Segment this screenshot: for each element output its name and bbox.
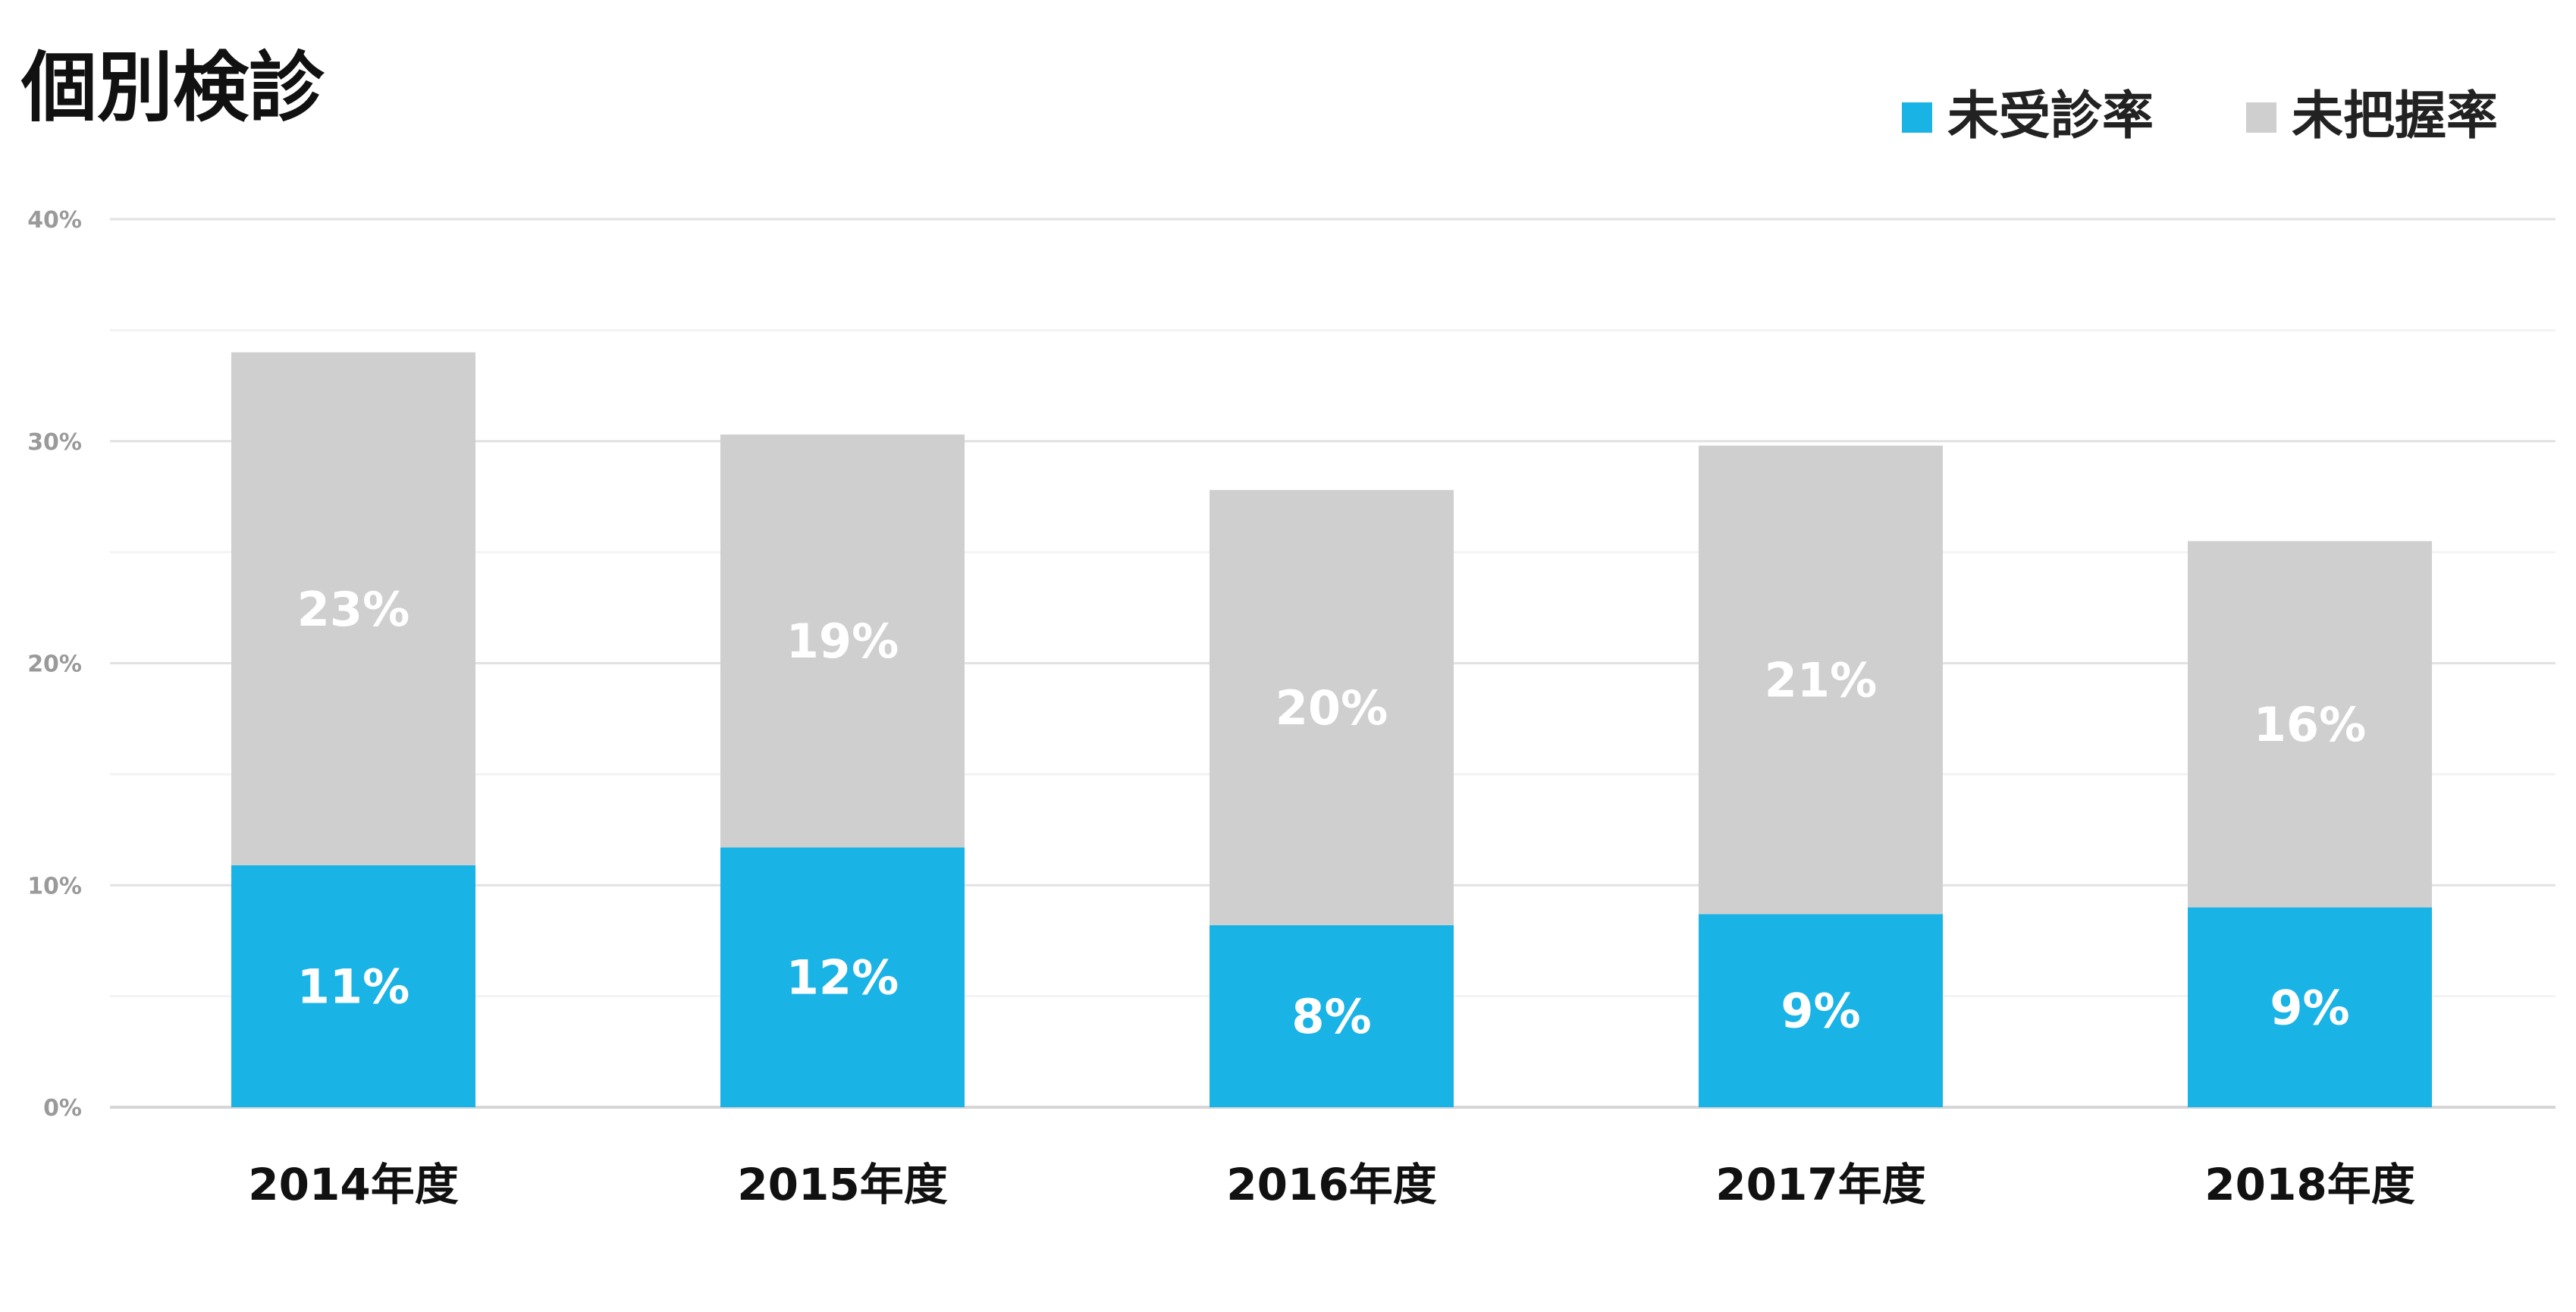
- y-tick-label: 20%: [27, 651, 82, 678]
- data-label: 8%: [1291, 989, 1371, 1044]
- data-label: 20%: [1275, 680, 1388, 736]
- x-tick-label: 2018年度: [2204, 1159, 2414, 1210]
- data-label: 9%: [2270, 980, 2349, 1035]
- y-tick-label: 10%: [27, 873, 82, 899]
- bar-segment: [1699, 445, 1943, 915]
- bar-segment: [2188, 907, 2432, 1107]
- bar-segment: [720, 847, 965, 1107]
- data-label: 11%: [297, 959, 409, 1014]
- legend-swatch: [2246, 102, 2276, 133]
- bar-segment: [231, 352, 475, 865]
- legend-label: 未受診率: [1947, 86, 2154, 146]
- legend-label: 未把握率: [2292, 86, 2498, 146]
- x-axis: 2014年度 2015年度 2016年度 2017年度 2018年度: [248, 1159, 2414, 1210]
- data-label: 16%: [2254, 697, 2366, 752]
- data-label: 23%: [297, 582, 409, 637]
- data-label: 21%: [1765, 652, 1877, 708]
- data-label: 9%: [1781, 984, 1860, 1039]
- y-axis: 0% 10% 20% 30% 40%: [27, 207, 82, 1122]
- legend: 未受診率 未把握率: [1902, 86, 2498, 146]
- legend-swatch: [1902, 102, 1932, 133]
- chart-title: 個別検診: [20, 43, 325, 132]
- bar-segment: [720, 434, 965, 848]
- x-tick-label: 2014年度: [248, 1159, 458, 1210]
- x-tick-label: 2017年度: [1715, 1159, 1925, 1210]
- bar-segment: [1699, 914, 1943, 1107]
- bar-segment: [231, 865, 475, 1107]
- bar-segment: [1210, 924, 1454, 1107]
- x-tick-label: 2016年度: [1226, 1159, 1436, 1210]
- bar-segment: [2188, 541, 2432, 908]
- bars: 11% 23% 12% 19% 8% 20% 9% 21% 9% 16%: [231, 352, 2432, 1107]
- y-tick-label: 0%: [43, 1095, 82, 1122]
- bar-segment: [1210, 490, 1454, 925]
- y-tick-label: 30%: [27, 429, 82, 456]
- y-tick-label: 40%: [27, 207, 82, 234]
- data-label: 19%: [786, 614, 899, 669]
- x-tick-label: 2015年度: [737, 1159, 947, 1210]
- data-label: 12%: [786, 950, 899, 1006]
